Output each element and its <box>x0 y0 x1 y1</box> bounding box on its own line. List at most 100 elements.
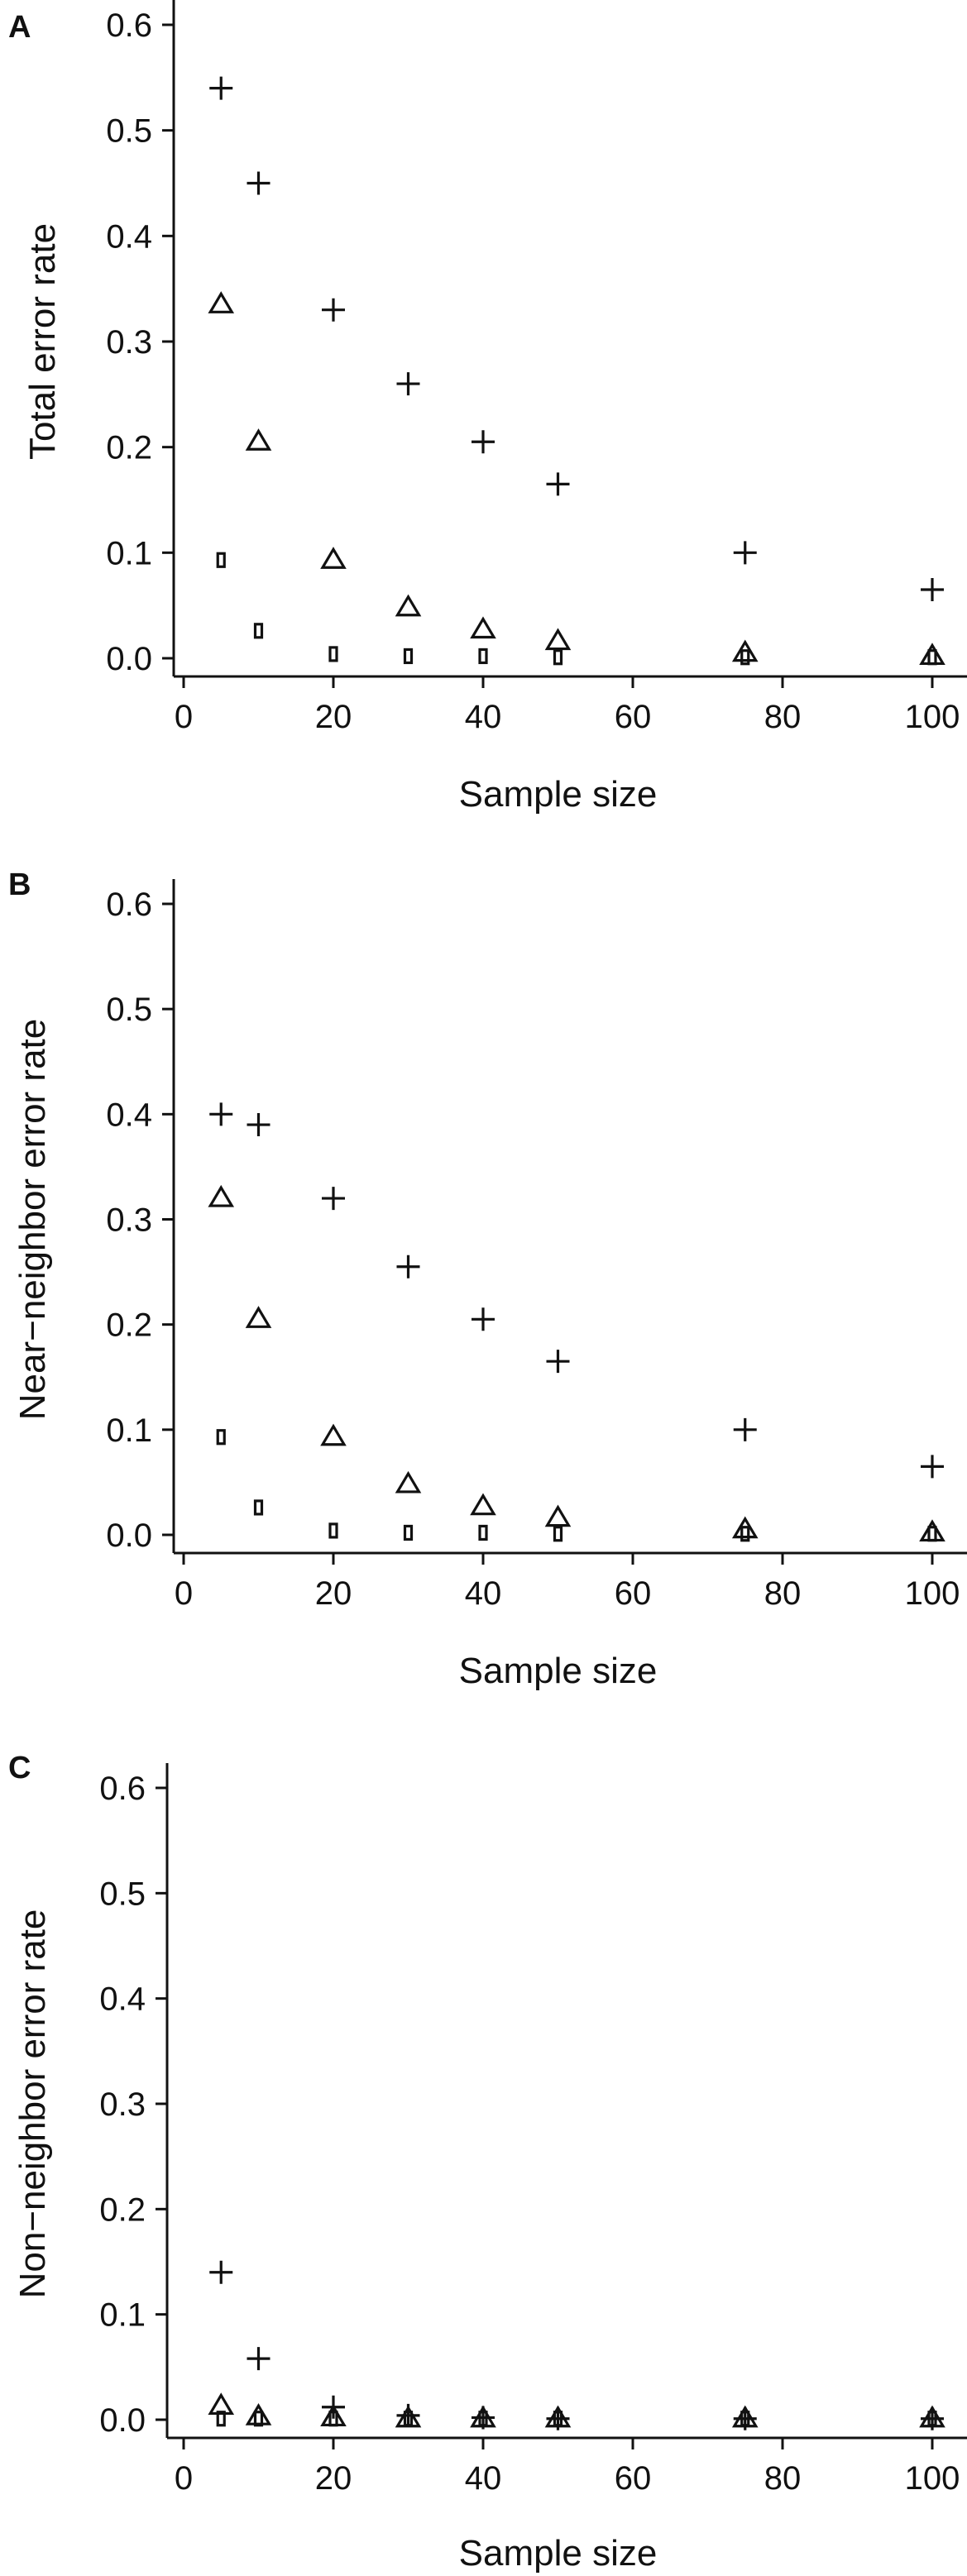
y-tick-label: 0.2 <box>106 430 152 466</box>
x-tick-label: 40 <box>465 2460 502 2497</box>
square-point <box>328 646 338 662</box>
panel-label: A <box>8 10 31 45</box>
y-tick-label: 0.0 <box>106 641 152 677</box>
square-point <box>253 623 264 639</box>
series-triangle <box>208 291 945 666</box>
chart-panel: A 0.0 0.1 0.2 0.3 0.4 0.5 0.6 0 20 40 60 80 100 Sample… <box>8 0 967 815</box>
square-point <box>740 1526 750 1542</box>
y-tick-label: 0.0 <box>99 2402 146 2439</box>
plus-point <box>546 472 570 496</box>
plus-point <box>247 171 270 195</box>
series-triangle <box>208 2392 945 2428</box>
x-axis-title: Sample size <box>459 2533 658 2574</box>
y-tick-label: 0.5 <box>106 992 152 1028</box>
triangle-point <box>245 1306 272 1328</box>
y-tick-label: 0.0 <box>106 1517 152 1554</box>
plus-point <box>546 1350 570 1374</box>
triangle-point <box>245 428 272 451</box>
panel-label: B <box>8 867 31 902</box>
square-point <box>328 1522 338 1539</box>
plus-point <box>209 2260 233 2284</box>
y-axis-title: Non−neighbor error rate <box>12 1909 53 2299</box>
x-tick-label: 0 <box>175 1575 193 1612</box>
x-tick-label: 40 <box>465 1575 502 1612</box>
triangle-point <box>919 643 945 666</box>
square-point <box>253 2411 264 2427</box>
square-point <box>927 649 937 666</box>
series-square <box>216 1429 937 1542</box>
panel-label: C <box>8 1751 31 1785</box>
y-axis-title: Total error rate <box>22 223 63 460</box>
plus-point <box>733 1417 757 1441</box>
triangle-point <box>731 639 759 662</box>
square-point <box>553 649 563 666</box>
y-tick-label: 0.1 <box>106 1412 152 1449</box>
y-tick-label: 0.1 <box>99 2297 146 2334</box>
triangle-point <box>731 1516 759 1539</box>
plus-point <box>209 1102 233 1126</box>
x-tick-label: 60 <box>615 2460 652 2497</box>
square-point <box>403 2411 414 2427</box>
y-tick-label: 0.4 <box>106 218 152 255</box>
square-point <box>253 1499 264 1516</box>
chart-panel: C 0.0 0.1 0.2 0.3 0.4 0.5 0.6 0 20 40 60 80 100 Sample… <box>8 1751 967 2574</box>
series-plus <box>209 76 944 602</box>
triangle-point <box>470 616 496 639</box>
plus-point <box>247 1113 270 1137</box>
y-tick-label: 0.5 <box>106 113 152 150</box>
plus-point <box>921 1455 944 1479</box>
square-point <box>216 552 226 568</box>
y-tick-label: 0.3 <box>106 324 152 361</box>
series-plus <box>209 2260 944 2430</box>
triangle-point <box>395 594 422 617</box>
square-point <box>478 1524 488 1541</box>
y-tick-label: 0.6 <box>106 887 152 923</box>
x-tick-label: 40 <box>465 699 502 735</box>
x-tick-label: 80 <box>764 699 802 735</box>
square-point <box>216 2411 226 2427</box>
y-tick-label: 0.3 <box>99 2086 146 2123</box>
square-point <box>553 2411 563 2427</box>
triangle-point <box>208 1184 235 1207</box>
y-tick-label: 0.2 <box>99 2191 146 2228</box>
square-point <box>403 648 414 665</box>
square-point <box>216 1429 226 1446</box>
plus-point <box>921 578 944 602</box>
plus-point <box>396 1255 420 1278</box>
triangle-point <box>208 291 235 313</box>
square-point <box>740 2411 750 2427</box>
x-tick-label: 60 <box>615 1575 652 1612</box>
triangle-point <box>208 2392 235 2416</box>
series-plus <box>209 1102 944 1479</box>
panels: A 0.0 0.1 0.2 0.3 0.4 0.5 0.6 0 20 40 60 80 100 Sample… <box>8 0 967 2574</box>
y-tick-label: 0.5 <box>99 1876 146 1912</box>
plus-point <box>472 430 495 454</box>
series-square <box>216 552 937 666</box>
x-tick-label: 60 <box>615 699 652 735</box>
x-tick-label: 20 <box>315 1575 352 1612</box>
plus-point <box>322 1187 345 1211</box>
series-square <box>216 2411 937 2427</box>
plus-point <box>733 541 757 565</box>
y-axis-title: Near−neighbor error rate <box>12 1019 53 1420</box>
x-tick-label: 20 <box>315 2460 352 2497</box>
y-tick-label: 0.4 <box>99 1981 146 2018</box>
y-tick-label: 0.1 <box>106 535 152 571</box>
plus-point <box>472 1307 495 1331</box>
y-tick-label: 0.6 <box>99 1771 146 1807</box>
x-tick-label: 0 <box>175 2460 193 2497</box>
triangle-point <box>544 628 572 651</box>
x-tick-label: 100 <box>905 2460 960 2497</box>
x-tick-label: 100 <box>905 699 960 735</box>
x-tick-label: 80 <box>764 1575 802 1612</box>
square-point <box>328 2411 338 2427</box>
x-axis-title: Sample size <box>459 1651 658 1691</box>
square-point <box>403 1524 414 1541</box>
x-tick-label: 100 <box>905 1575 960 1612</box>
x-tick-label: 20 <box>315 699 352 735</box>
square-point <box>740 649 750 666</box>
y-tick-label: 0.6 <box>106 7 152 44</box>
plus-point <box>322 298 345 322</box>
square-point <box>553 1526 563 1542</box>
